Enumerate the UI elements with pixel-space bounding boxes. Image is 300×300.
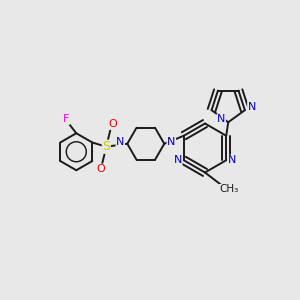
Text: N: N [217, 114, 225, 124]
Text: S: S [102, 140, 110, 153]
Text: N: N [174, 155, 182, 165]
Text: CH₃: CH₃ [219, 184, 238, 194]
Text: N: N [228, 155, 236, 165]
Text: O: O [96, 164, 105, 174]
Text: N: N [116, 137, 124, 147]
Text: O: O [108, 119, 117, 129]
Text: F: F [63, 114, 70, 124]
Text: N: N [167, 137, 176, 147]
Text: N: N [248, 102, 256, 112]
